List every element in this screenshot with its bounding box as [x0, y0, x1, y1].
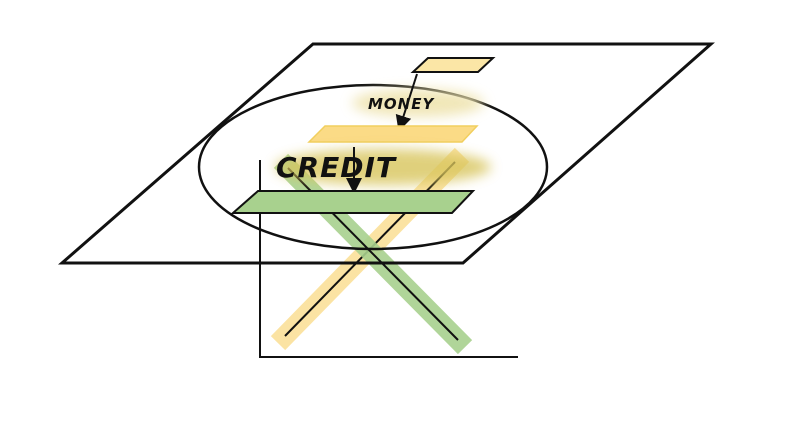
money-label: MONEY: [368, 95, 435, 113]
middle-yellow-bar: [309, 126, 477, 142]
credit-label: CREDIT: [276, 151, 397, 184]
green-bar: [233, 191, 473, 213]
top-yellow-bar: [413, 58, 493, 72]
